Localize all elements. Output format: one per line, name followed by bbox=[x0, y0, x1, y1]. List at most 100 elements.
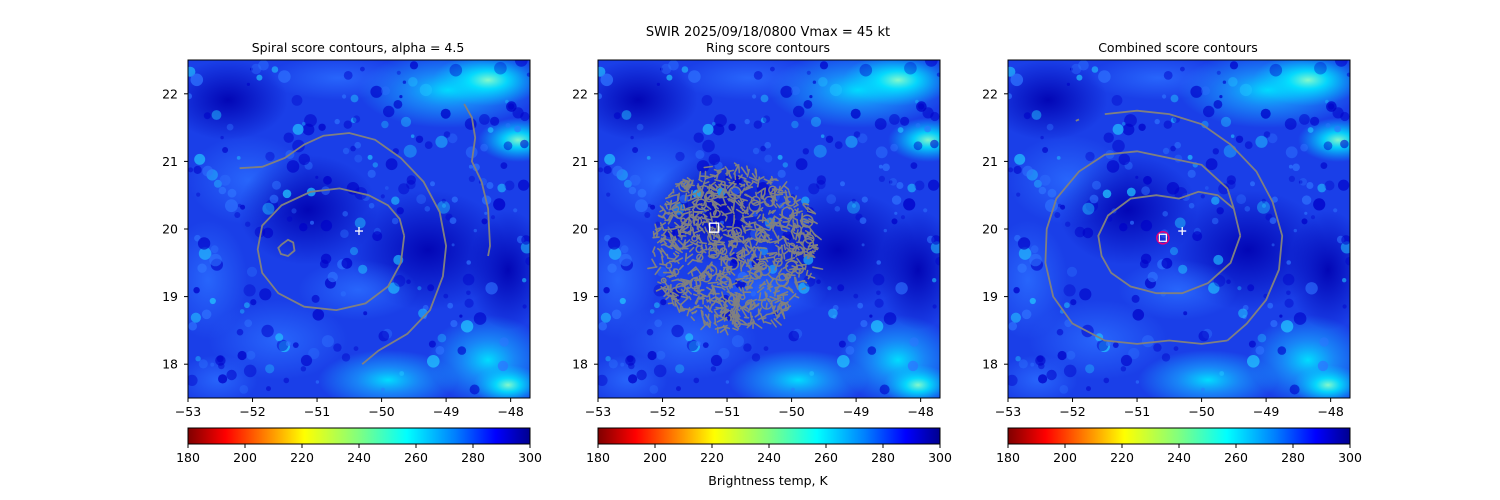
field-speck bbox=[1192, 231, 1203, 242]
field-speck bbox=[753, 120, 762, 129]
ring-contour-fragment bbox=[781, 229, 788, 233]
ring-contour-loop bbox=[739, 294, 746, 301]
ring-contour-fragment bbox=[719, 271, 726, 275]
field-speck bbox=[1111, 95, 1123, 106]
field-speck bbox=[1200, 194, 1205, 199]
field-speck bbox=[218, 362, 225, 370]
field-speck bbox=[468, 175, 475, 182]
cloud-patch bbox=[318, 350, 458, 398]
ring-contour-loop bbox=[760, 297, 773, 310]
ring-contour-fragment bbox=[659, 222, 665, 231]
ring-contour-fragment bbox=[759, 246, 768, 250]
field-speck bbox=[278, 70, 291, 83]
ring-contour-fragment bbox=[715, 272, 720, 282]
y-tick-label: 21 bbox=[982, 154, 998, 169]
field-speck bbox=[1219, 371, 1225, 376]
field-speck bbox=[1220, 116, 1232, 127]
ring-contour-fragment bbox=[714, 295, 723, 302]
field-speck bbox=[1078, 60, 1089, 71]
ring-contour-fragment bbox=[761, 192, 766, 200]
field-speck bbox=[1141, 335, 1154, 348]
contour-line bbox=[1104, 109, 1284, 342]
field-speck bbox=[853, 131, 861, 138]
ring-contour-fragment bbox=[783, 252, 786, 260]
field-speck bbox=[630, 135, 634, 140]
field-speck bbox=[312, 309, 325, 321]
ring-contour-fragment bbox=[748, 237, 752, 247]
field-speck bbox=[795, 158, 808, 171]
field-speck bbox=[1323, 141, 1333, 151]
ring-contour-fragment bbox=[749, 311, 753, 319]
ring-contour-fragment bbox=[670, 290, 679, 297]
field-speck bbox=[514, 125, 521, 133]
ring-contour-fragment bbox=[657, 281, 662, 285]
field-speck bbox=[598, 374, 608, 386]
field-speck bbox=[1008, 321, 1017, 331]
field-speck bbox=[608, 359, 618, 369]
field-speck bbox=[861, 243, 865, 247]
ring-contour-fragment bbox=[673, 245, 680, 249]
ring-contour-fragment bbox=[729, 270, 736, 276]
ring-contour-loop bbox=[723, 299, 736, 312]
field-speck bbox=[714, 114, 727, 127]
ring-contour-fragment bbox=[718, 183, 723, 189]
field-speck bbox=[685, 333, 694, 342]
field-speck bbox=[1120, 354, 1133, 367]
field-speck bbox=[653, 364, 667, 378]
field-speck bbox=[262, 202, 275, 215]
cloud-patch bbox=[1293, 365, 1350, 398]
field-speck bbox=[1230, 134, 1235, 138]
contour-line bbox=[239, 132, 448, 365]
field-speck bbox=[762, 115, 771, 123]
ring-contour-fragment bbox=[743, 274, 749, 278]
ring-contour-fragment bbox=[806, 206, 816, 215]
ring-contour-fragment bbox=[701, 217, 713, 221]
ring-contour-fragment bbox=[794, 281, 799, 290]
field-speck bbox=[1247, 284, 1255, 292]
ring-contour-fragment bbox=[709, 184, 719, 192]
ring-contour-fragment bbox=[774, 237, 784, 244]
colorbar-tick-label: 260 bbox=[814, 450, 838, 465]
field-speck bbox=[219, 174, 231, 186]
field-speck bbox=[1301, 218, 1308, 225]
field-speck bbox=[693, 377, 700, 384]
figure-suptitle: SWIR 2025/09/18/0800 Vmax = 45 kt bbox=[646, 25, 890, 40]
field-speck bbox=[612, 165, 624, 177]
field-speck bbox=[1066, 350, 1076, 360]
panel-combined: Combined score contours −53 −52 −51 −50 −49−… bbox=[982, 40, 1362, 465]
field-speck bbox=[353, 346, 359, 351]
field-speck bbox=[291, 95, 303, 106]
field-speck bbox=[1063, 364, 1077, 378]
ring-contour-fragment bbox=[651, 246, 656, 253]
field-speck bbox=[1187, 154, 1193, 160]
field-speck bbox=[930, 139, 939, 149]
ring-contour-fragment bbox=[707, 245, 712, 251]
field-speck bbox=[770, 66, 775, 72]
field-speck bbox=[424, 206, 431, 212]
ring-contour-fragment bbox=[667, 302, 674, 305]
field-speck bbox=[1211, 196, 1220, 205]
field-speck bbox=[1286, 290, 1291, 296]
contour-line bbox=[1044, 150, 1235, 345]
field-texture bbox=[598, 60, 940, 395]
field-speck bbox=[484, 211, 488, 215]
ring-contour-fragment bbox=[713, 195, 723, 200]
ring-contour-fragment bbox=[656, 247, 663, 253]
field-speck bbox=[493, 198, 506, 211]
field-speck bbox=[1213, 100, 1223, 109]
ring-contour-fragment bbox=[775, 315, 781, 320]
ring-contour-loop bbox=[785, 260, 798, 274]
field-speck bbox=[254, 226, 266, 238]
field-speck bbox=[1066, 266, 1078, 277]
ring-contour-fragment bbox=[666, 274, 673, 278]
ring-contour-fragment bbox=[790, 230, 795, 240]
panel-title: Combined score contours bbox=[1098, 40, 1258, 55]
field-speck bbox=[1305, 282, 1318, 295]
ring-contour-fragment bbox=[743, 179, 751, 184]
ring-contour-loop bbox=[674, 210, 683, 220]
field-speck bbox=[399, 95, 403, 99]
ring-contour-loop bbox=[691, 235, 698, 242]
field-speck bbox=[889, 114, 900, 125]
ring-contour-fragment bbox=[682, 241, 687, 250]
field-speck bbox=[195, 356, 201, 362]
